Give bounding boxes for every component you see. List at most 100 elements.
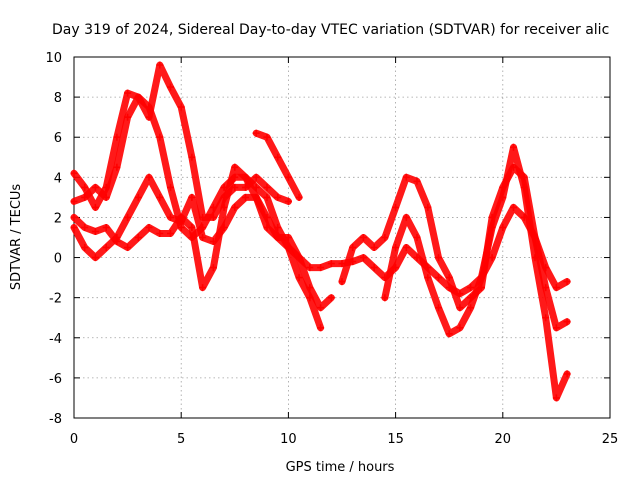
data-point xyxy=(134,234,142,241)
data-point xyxy=(402,213,410,221)
data-point xyxy=(563,278,571,286)
data-point xyxy=(70,224,78,231)
data-point xyxy=(349,244,357,251)
data-point xyxy=(467,284,475,292)
data-point xyxy=(274,224,282,231)
chart-title: Day 319 of 2024, Sidereal Day-to-day VTE… xyxy=(52,22,609,38)
data-point xyxy=(124,213,132,221)
data-point xyxy=(520,183,528,191)
data-point xyxy=(220,203,228,211)
y-tick-label: 0 xyxy=(54,252,62,267)
y-tick-label: 2 xyxy=(54,211,62,226)
axis-ticks: 0 5 10 15 20 25 -8 -6 -4 -2 0 2 4 6 8 10 xyxy=(45,51,618,447)
data-point xyxy=(167,213,174,221)
data-point xyxy=(263,183,271,191)
data-point xyxy=(124,89,132,97)
data-point xyxy=(456,324,464,332)
data-point xyxy=(113,238,121,245)
data-point xyxy=(370,264,378,272)
data-point xyxy=(392,203,400,211)
data-point xyxy=(177,103,185,111)
data-point xyxy=(188,153,196,161)
series-line xyxy=(381,143,571,402)
x-tick-label: 25 xyxy=(602,432,619,447)
x-tick-label: 5 xyxy=(177,432,185,447)
data-point xyxy=(552,394,560,402)
data-point xyxy=(424,203,432,211)
data-point xyxy=(81,183,89,191)
y-tick-label: 4 xyxy=(54,171,62,186)
data-point xyxy=(102,224,110,231)
data-point xyxy=(435,254,442,262)
x-tick-label: 15 xyxy=(387,432,404,447)
series-trace-5 xyxy=(252,129,303,201)
data-point xyxy=(381,234,389,241)
data-point xyxy=(124,244,132,251)
y-tick-label: 6 xyxy=(54,131,62,146)
data-point xyxy=(156,133,164,141)
data-point xyxy=(499,193,507,201)
data-point xyxy=(413,177,421,185)
data-point xyxy=(263,133,271,141)
x-tick-label: 0 xyxy=(70,432,78,447)
data-point xyxy=(231,163,239,171)
data-point xyxy=(145,113,153,121)
data-point xyxy=(295,193,303,201)
data-point xyxy=(284,197,292,205)
data-point xyxy=(167,183,174,191)
data-point xyxy=(242,193,249,201)
data-point xyxy=(102,244,110,251)
data-point xyxy=(274,153,282,161)
data-point xyxy=(91,203,99,211)
data-point xyxy=(327,294,335,302)
data-point xyxy=(209,264,217,272)
x-axis-label: GPS time / hours xyxy=(286,460,395,475)
data-point xyxy=(488,254,496,262)
data-point xyxy=(188,193,196,201)
data-point xyxy=(70,169,78,177)
data-point xyxy=(81,224,89,231)
data-point xyxy=(113,163,121,171)
series-line xyxy=(70,163,325,332)
data-point xyxy=(370,244,378,251)
data-point xyxy=(263,193,271,201)
data-point xyxy=(510,143,517,151)
data-point xyxy=(499,224,507,231)
data-point xyxy=(209,213,217,221)
data-point xyxy=(338,278,346,286)
y-tick-label: -8 xyxy=(49,412,62,427)
data-point xyxy=(188,224,196,231)
data-point xyxy=(392,244,400,251)
data-point xyxy=(91,228,99,235)
x-tick-label: 20 xyxy=(495,432,512,447)
data-point xyxy=(156,193,164,201)
data-point xyxy=(102,183,110,191)
data-point xyxy=(70,197,78,205)
data-point xyxy=(113,133,121,141)
data-point xyxy=(435,304,442,312)
series-trace-1 xyxy=(70,93,571,298)
data-point xyxy=(488,224,496,231)
data-point xyxy=(295,274,303,282)
data-point xyxy=(81,244,89,251)
data-point xyxy=(167,83,174,91)
data-point xyxy=(134,193,142,201)
data-point xyxy=(284,173,292,181)
data-point xyxy=(359,234,367,241)
y-tick-label: 8 xyxy=(54,91,62,106)
x-tick-label: 10 xyxy=(280,432,297,447)
data-point xyxy=(456,304,464,312)
data-point xyxy=(402,244,410,251)
data-point xyxy=(284,244,292,251)
data-point xyxy=(445,330,453,338)
series-trace-4 xyxy=(70,163,325,332)
data-point xyxy=(317,304,325,312)
data-point xyxy=(156,61,164,69)
data-point xyxy=(252,183,260,191)
data-point xyxy=(467,304,475,312)
data-point xyxy=(263,213,271,221)
y-tick-label: -6 xyxy=(49,372,62,387)
data-point xyxy=(199,284,207,292)
data-point xyxy=(242,173,249,181)
